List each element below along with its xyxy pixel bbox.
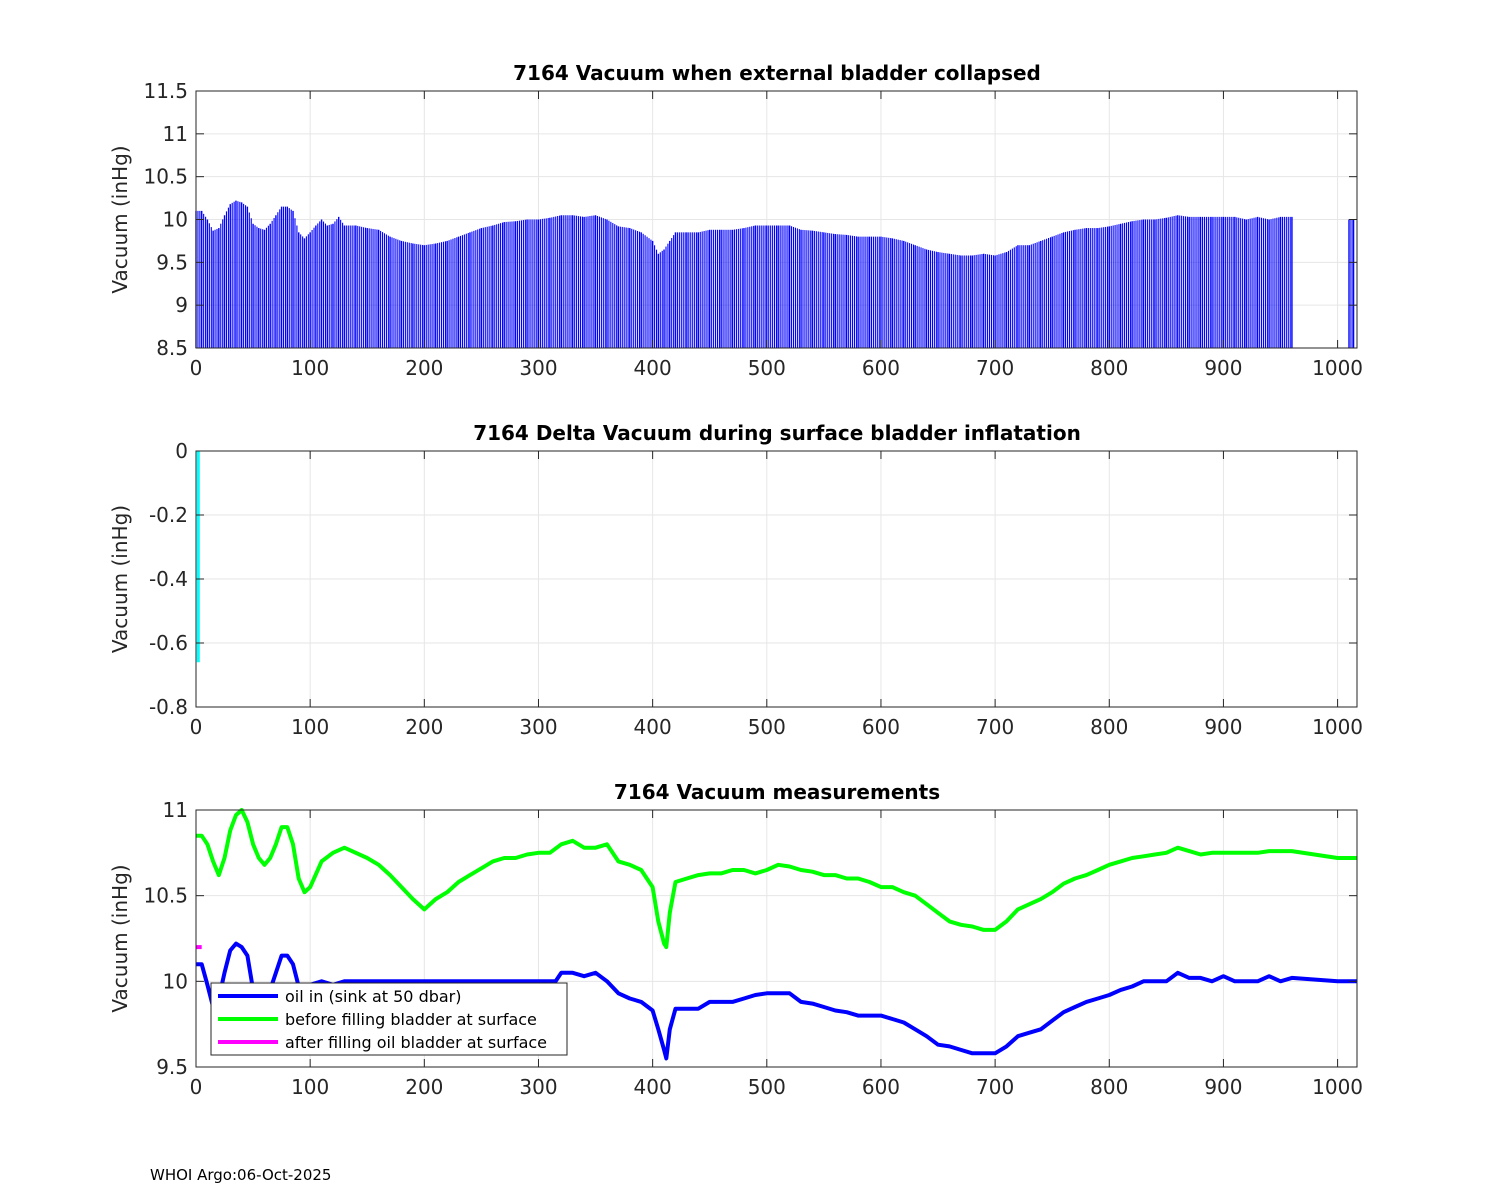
y-axis-label: Vacuum (inHg) — [108, 864, 132, 1012]
y-tick-label: 11 — [163, 122, 188, 146]
x-tick-label: 800 — [1090, 715, 1128, 739]
x-tick-label: 600 — [862, 356, 900, 380]
y-tick-label: 9 — [175, 293, 188, 317]
y-tick-label: 10 — [163, 969, 188, 993]
y-tick-label: 0 — [175, 439, 188, 463]
legend-label-after-filling: after filling oil bladder at surface — [285, 1033, 547, 1052]
legend-label-before-filling: before filling bladder at surface — [285, 1010, 537, 1029]
x-tick-label: 100 — [291, 715, 329, 739]
x-tick-label: 1000 — [1312, 1075, 1363, 1099]
x-tick-label: 700 — [976, 356, 1014, 380]
x-tick-label: 500 — [748, 715, 786, 739]
x-tick-label: 500 — [748, 356, 786, 380]
plot-frame — [195, 809, 1358, 1068]
legend: oil in (sink at 50 dbar) before filling … — [210, 982, 568, 1056]
delta-vacuum-chart: 7164 Delta Vacuum during surface bladder… — [108, 421, 1363, 739]
x-tick-label: 300 — [519, 1075, 557, 1099]
x-tick-label: 200 — [405, 715, 443, 739]
x-tick-label: 100 — [291, 356, 329, 380]
x-tick-label: 700 — [976, 1075, 1014, 1099]
series-line-1 — [196, 808, 1357, 950]
x-tick-label: 900 — [1204, 356, 1242, 380]
x-tick-label: 200 — [405, 356, 443, 380]
x-tick-label: 900 — [1204, 1075, 1242, 1099]
x-tick-label: 800 — [1090, 1075, 1128, 1099]
legend-label-oil-in: oil in (sink at 50 dbar) — [285, 987, 462, 1006]
series-line-0 — [196, 941, 1357, 1061]
y-tick-label: -0.8 — [149, 695, 188, 719]
y-tick-label: 10.5 — [143, 165, 188, 189]
vacuum-measurements-chart: 7164 Vacuum measurements 0 100 200 300 400 50… — [108, 780, 1363, 1099]
x-tick-label: 500 — [748, 1075, 786, 1099]
x-tick-label: 600 — [862, 715, 900, 739]
x-tick-label: 800 — [1090, 356, 1128, 380]
x-tick-label: 1000 — [1312, 715, 1363, 739]
y-axis-label: Vacuum (inHg) — [108, 145, 132, 293]
x-tick-label: 400 — [634, 1075, 672, 1099]
x-tick-label: 700 — [976, 715, 1014, 739]
x-tick-label: 300 — [519, 715, 557, 739]
y-tick-label: 10.5 — [143, 884, 188, 908]
y-axis-label: Vacuum (inHg) — [108, 505, 132, 653]
y-tick-label: 9.5 — [156, 250, 188, 274]
y-tick-label: -0.4 — [149, 567, 188, 591]
x-tick-label: 1000 — [1312, 356, 1363, 380]
chart-title: 7164 Vacuum when external bladder collap… — [513, 61, 1041, 85]
x-tick-label: 0 — [190, 1075, 203, 1099]
footer-text: WHOI Argo:06-Oct-2025 — [150, 1166, 332, 1184]
x-tick-label: 100 — [291, 1075, 329, 1099]
y-tick-label: 11 — [163, 798, 188, 822]
x-tick-label: 0 — [190, 715, 203, 739]
y-tick-label: 8.5 — [156, 336, 188, 360]
y-tick-label: -0.6 — [149, 631, 188, 655]
x-tick-label: 0 — [190, 356, 203, 380]
x-tick-label: 200 — [405, 1075, 443, 1099]
y-tick-label: 10 — [163, 208, 188, 232]
x-tick-label: 600 — [862, 1075, 900, 1099]
chart-title: 7164 Vacuum measurements — [614, 780, 940, 804]
y-tick-label: 11.5 — [143, 79, 188, 103]
chart-title: 7164 Delta Vacuum during surface bladder… — [473, 421, 1081, 445]
y-tick-label: 9.5 — [156, 1055, 188, 1079]
x-tick-label: 300 — [519, 356, 557, 380]
vacuum-collapsed-chart: 7164 Vacuum when external bladder collap… — [108, 61, 1363, 380]
x-tick-label: 400 — [634, 356, 672, 380]
x-tick-label: 400 — [634, 715, 672, 739]
y-tick-label: -0.2 — [149, 503, 188, 527]
x-tick-label: 900 — [1204, 715, 1242, 739]
